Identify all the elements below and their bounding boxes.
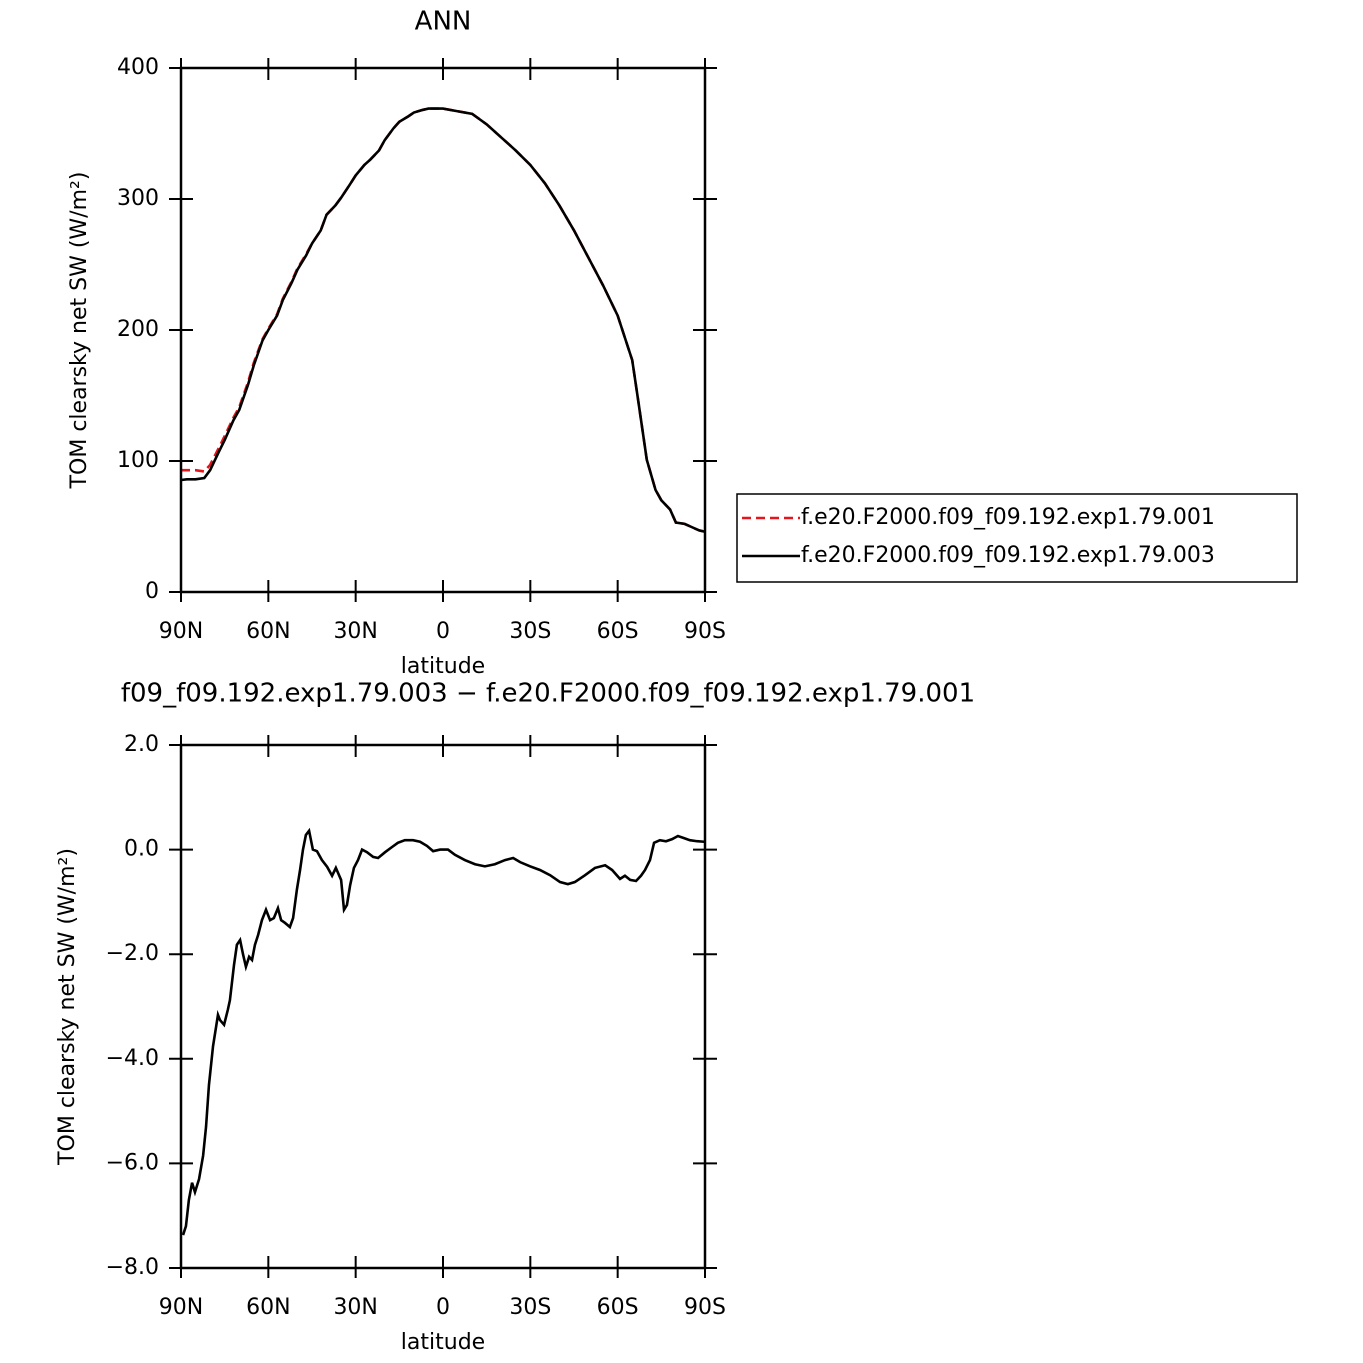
y-tick-label: 200 [117, 317, 159, 342]
x-tick-label: 30S [509, 1295, 551, 1320]
legend-label: f.e20.F2000.f09_f09.192.exp1.79.001 [801, 505, 1215, 530]
y-tick-label: 0 [145, 579, 159, 604]
chart-title: f09_f09.192.exp1.79.003 − f.e20.F2000.f0… [121, 679, 975, 709]
data-line [180, 107, 706, 534]
x-tick-label: 30S [509, 619, 551, 644]
x-tick-label: 30N [333, 619, 377, 644]
data-line [181, 827, 705, 1236]
x-tick-label: 60S [597, 1295, 639, 1320]
legend-label: f.e20.F2000.f09_f09.192.exp1.79.003 [801, 543, 1215, 568]
x-tick-label: 0 [436, 1295, 450, 1320]
x-axis-label: latitude [401, 654, 485, 679]
data-line [181, 107, 706, 534]
y-axis-label: TOM clearsky net SW (W/m²) [55, 848, 80, 1166]
y-tick-label: 400 [117, 55, 159, 80]
y-tick-label: 2.0 [124, 732, 159, 757]
y-tick-label: −6.0 [106, 1150, 159, 1175]
x-tick-label: 60N [246, 1295, 290, 1320]
x-tick-label: 60N [246, 619, 290, 644]
x-tick-label: 60S [597, 619, 639, 644]
y-tick-label: −2.0 [106, 941, 159, 966]
chart-title: ANN [415, 7, 472, 37]
y-tick-label: −4.0 [106, 1046, 159, 1071]
y-axis-label: TOM clearsky net SW (W/m²) [67, 172, 92, 490]
x-tick-label: 90S [684, 1295, 726, 1320]
y-tick-label: 0.0 [124, 837, 159, 862]
plot-frame [179, 743, 707, 1270]
x-tick-label: 30N [333, 1295, 377, 1320]
x-tick-label: 90S [684, 619, 726, 644]
x-tick-label: 0 [436, 619, 450, 644]
y-tick-label: −8.0 [106, 1255, 159, 1280]
plot-frame [179, 66, 707, 594]
y-tick-label: 100 [117, 448, 159, 473]
x-tick-label: 90N [159, 619, 203, 644]
legend-box [736, 493, 1298, 583]
x-axis-label: latitude [401, 1330, 485, 1355]
x-tick-label: 90N [159, 1295, 203, 1320]
y-tick-label: 300 [117, 186, 159, 211]
